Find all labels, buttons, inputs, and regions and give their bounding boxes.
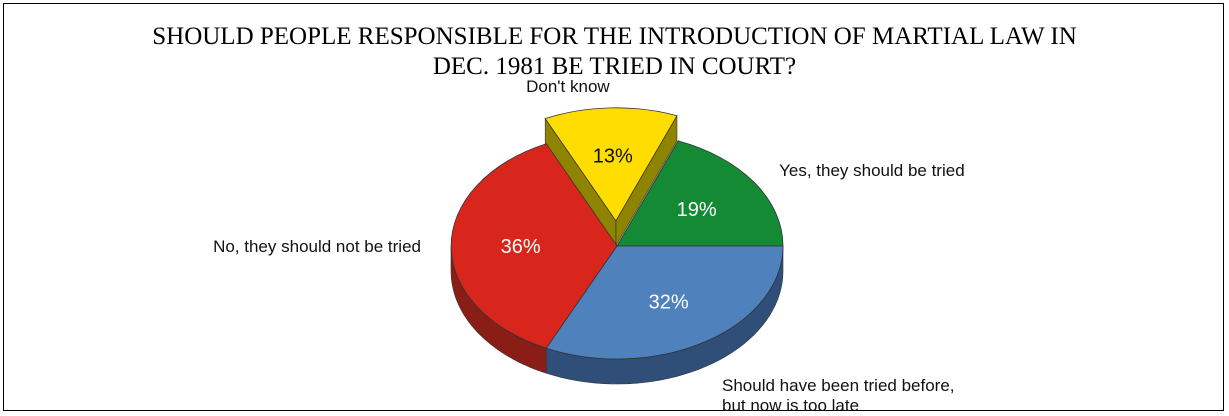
slice-category-label: Yes, they should be tried	[779, 161, 965, 180]
slice-value-label: 32%	[649, 291, 689, 313]
chart-title-line-1: SHOULD PEOPLE RESPONSIBLE FOR THE INTROD…	[152, 23, 1077, 50]
slice-category-label: Don't know	[526, 77, 610, 96]
pie-slice	[450, 143, 618, 349]
slice-category-label: Should have been tried before, but now is…	[722, 376, 955, 415]
slice-category-label: No, they should not be tried	[213, 237, 421, 256]
pie-slice	[616, 140, 784, 247]
pie-slice	[545, 245, 784, 360]
slice-value-label: 19%	[677, 199, 717, 221]
slice-value-label: 36%	[501, 236, 541, 258]
chart-title: SHOULD PEOPLE RESPONSIBLE FOR THE INTROD…	[0, 22, 1229, 82]
pie-slice	[544, 107, 678, 222]
pie-tops	[450, 107, 784, 360]
pie-labels: 19% 13% 36% 32% Yes, they should be tried Don…	[213, 77, 965, 415]
slice-value-label: 13%	[593, 145, 633, 167]
chart-title-line-2: DEC. 1981 BE TRIED IN COURT?	[432, 53, 797, 80]
